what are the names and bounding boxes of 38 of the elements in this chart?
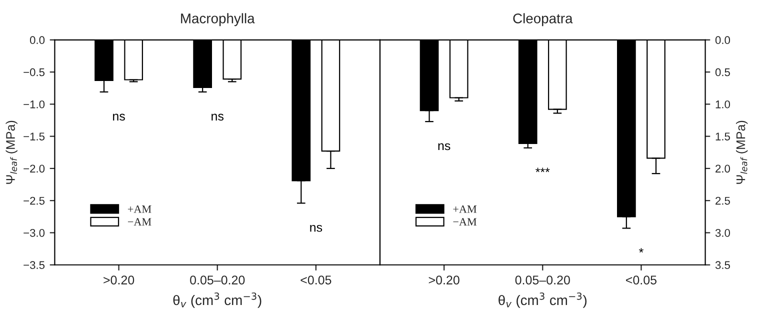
x-tick-label: 0.05–0.20 (190, 276, 245, 284)
legend-label: −AM (453, 218, 477, 226)
y-tick-label: −3.0 (24, 229, 45, 237)
y-axis-title: Ψ$_{leaf}$ (MPa) (6, 120, 18, 184)
annotation: ns (310, 224, 322, 232)
y2-tick-label: 1.5 (716, 132, 730, 140)
x-tick-label: 0.05–0.20 (515, 276, 570, 284)
y2-tick-label: 0.0 (715, 36, 730, 44)
y2-tick-label: 3.5 (715, 261, 730, 270)
legend-label: +AM (453, 205, 477, 213)
y2-tick-label: 1.0 (716, 100, 730, 108)
annotation: ns (438, 143, 450, 150)
y2-tick-label: 0.5 (715, 68, 730, 76)
x-axis-title: θ$_{v}$ (cm$^{3}$ cm$^{−3}$) (498, 292, 587, 308)
y-tick-label: −0.5 (24, 68, 45, 76)
y-tick-label: −1.0 (24, 100, 45, 108)
legend-label: −AM (128, 218, 152, 226)
x-axis-title: θ$_{v}$ (cm$^{3}$ cm$^{−3}$) (173, 292, 262, 308)
legend-label: +AM (128, 205, 152, 213)
y2-tick-label: 2.0 (716, 164, 730, 173)
y2-tick-label: 2.5 (716, 196, 730, 205)
annotation: * (638, 248, 644, 253)
x-tick-label: >0.20 (104, 276, 134, 284)
y-tick-label: −1.5 (24, 132, 45, 140)
chart-title: Macrophylla (181, 13, 255, 26)
y2-tick-label: 3.0 (715, 229, 730, 237)
x-tick-label: <0.05 (626, 276, 656, 284)
y-tick-label: 0.0 (30, 36, 45, 44)
annotation: ns (212, 114, 224, 121)
annotation: *** (536, 168, 550, 172)
x-tick-label: >0.20 (428, 276, 460, 284)
y-tick-label: −2.0 (24, 164, 45, 173)
y-tick-label: −2.5 (24, 196, 45, 205)
chart-title: Cleopatra (513, 13, 573, 26)
y2-axis-title: Ψ$_{leaf}$ (MPa) (736, 120, 748, 184)
y-tick-label: −3.5 (24, 261, 45, 270)
annotation: ns (113, 114, 125, 121)
x-tick-label: <0.05 (300, 276, 332, 284)
